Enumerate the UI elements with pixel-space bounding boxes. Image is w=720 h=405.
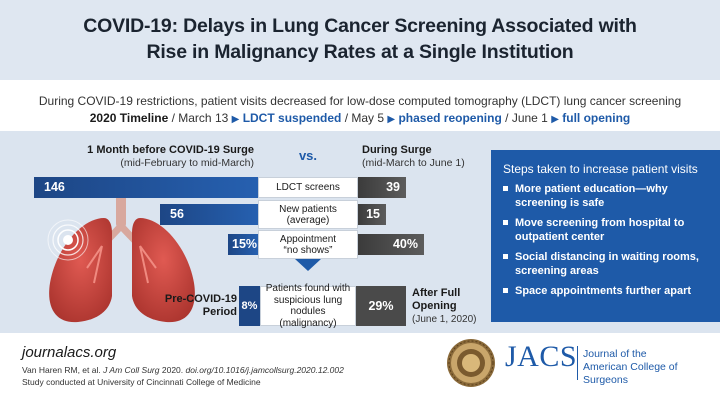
citation: Van Haren RM, et al. J Am Coll Surg 2020… [22, 365, 344, 375]
list-item: More patient education—why screening is … [503, 182, 708, 210]
header-during-sub: (mid-March to June 1) [362, 157, 465, 169]
header-before-sub: (mid-February to mid-March) [120, 157, 254, 169]
study-note: Study conducted at University of Cincinn… [22, 377, 261, 387]
journal-name-line: Journal of the [583, 348, 647, 360]
bar-during-new-patients: 15 [358, 204, 386, 225]
value-during-no-shows: 40% [392, 237, 418, 251]
pre-covid-label-line: Period [202, 306, 237, 318]
citation-authors: Van Haren RM, et al. [22, 365, 101, 375]
timeline-event-3: full opening [562, 111, 631, 125]
bar-before-ldct: 146 [34, 177, 258, 198]
play-arrow-icon: ▶ [231, 114, 240, 125]
nodules-label: Patients found with suspicious lung nodu… [260, 283, 356, 329]
header-during: During Surge [362, 144, 432, 156]
title-line-2: Rise in Malignancy Rates at a Single Ins… [146, 41, 574, 63]
title-line-1: COVID-19: Delays in Lung Cancer Screenin… [83, 15, 637, 37]
bar-during-ldct: 39 [358, 177, 406, 198]
page-title: COVID-19: Delays in Lung Cancer Screenin… [0, 0, 720, 65]
value-before-no-shows: 15% [232, 237, 258, 251]
after-opening-date: (June 1, 2020) [412, 314, 477, 325]
after-opening-line: After Full [412, 287, 461, 299]
bar-before-no-shows: 15% [228, 234, 258, 255]
row-label-new-patients: New patients (average) [258, 200, 358, 229]
row-label-ldct: LDCT screens [258, 177, 358, 198]
list-item: Move screening from hospital to outpatie… [503, 216, 708, 244]
timeline-date-2: May 5 [351, 111, 385, 125]
citation-journal: J Am Coll Surg [103, 365, 160, 375]
row-label-text: New patients [279, 203, 337, 215]
timeline-event-1: LDCT suspended [242, 111, 342, 125]
jacs-logo: JACS [505, 340, 578, 373]
citation-year: 2020. [161, 365, 184, 375]
list-item: Space appointments further apart [503, 284, 708, 298]
timeline-event-2: phased reopening [398, 111, 502, 125]
nodules-label-line: (malignancy) [279, 317, 337, 329]
vs-label: vs. [298, 148, 318, 163]
row-label-text: (average) [286, 214, 330, 226]
logo-divider [577, 346, 578, 380]
bar-during-no-shows: 40% [358, 234, 424, 255]
row-label-no-shows: Appointment “no shows” [258, 230, 358, 259]
row-label-text: LDCT screens [276, 182, 340, 193]
row-label-text: “no shows” [283, 244, 333, 256]
bar-before-new-patients: 56 [160, 204, 258, 225]
header-before: 1 Month before COVID-19 Surge [87, 144, 254, 156]
nodules-pre-value: 8% [239, 286, 260, 326]
pre-covid-label: Pre-COVID-19 Period [160, 293, 237, 319]
acs-seal-icon [447, 339, 495, 387]
citation-doi: doi.org/10.1016/j.jamcollsurg.2020.12.00… [185, 365, 344, 375]
lungs-icon [47, 188, 195, 323]
value-during-ldct: 39 [386, 180, 400, 194]
pre-covid-label-line: Pre-COVID-19 [164, 293, 237, 305]
journal-name: Journal of the American College of Surge… [583, 348, 720, 387]
timeline-label: 2020 Timeline [89, 111, 169, 125]
timeline-date-1: March 13 [178, 111, 229, 125]
steps-list: More patient education—why screening is … [503, 182, 708, 298]
value-before-ldct: 146 [44, 180, 65, 194]
steps-heading: Steps taken to increase patient visits [503, 162, 698, 176]
steps-panel: Steps taken to increase patient visits M… [491, 150, 720, 322]
nodules-label-line: Patients found with [265, 283, 351, 294]
timeline-date-3: June 1 [511, 111, 548, 125]
title-band: COVID-19: Delays in Lung Cancer Screenin… [0, 0, 720, 80]
subtitle: During COVID-19 restrictions, patient vi… [38, 94, 682, 108]
value-during-new-patients: 15 [366, 207, 380, 221]
journal-name-line: American College of Surgeons [583, 361, 678, 386]
down-arrow-icon [295, 259, 321, 271]
journal-link[interactable]: journalacs.org [22, 344, 117, 361]
play-arrow-icon: ▶ [551, 114, 559, 125]
after-opening-label: After Full Opening [412, 287, 460, 313]
after-opening-line: Opening [412, 300, 457, 312]
nodules-label-line: suspicious lung nodules [273, 294, 343, 318]
value-before-new-patients: 56 [170, 207, 184, 221]
timeline: 2020 Timeline / March 13 ▶ LDCT suspende… [89, 111, 631, 125]
play-arrow-icon: ▶ [387, 114, 396, 125]
list-item: Social distancing in waiting rooms, scre… [503, 250, 708, 278]
row-label-text: Appointment [279, 233, 337, 245]
nodules-post-value: 29% [356, 286, 406, 326]
